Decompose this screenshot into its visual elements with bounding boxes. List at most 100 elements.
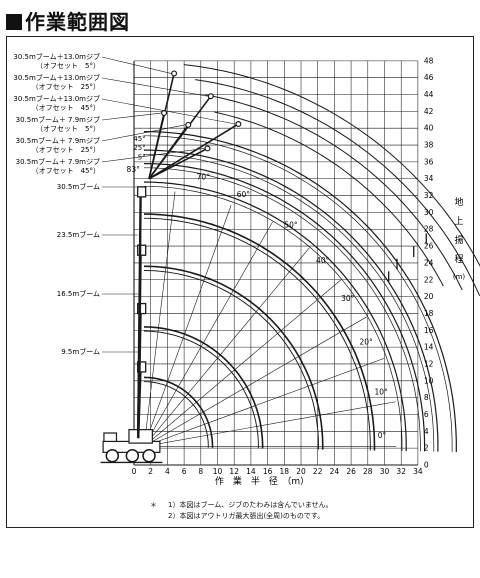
x-tick-label: 28 (363, 467, 373, 476)
angle-ray (143, 401, 396, 447)
boom-leader (101, 77, 208, 97)
boom-label: 30.5mブーム＋ 7.9mジブ (16, 115, 100, 124)
jib-arc (195, 79, 480, 297)
jib (148, 123, 239, 180)
range-arc (144, 131, 457, 452)
y-tick-label: 46 (424, 73, 434, 82)
y-tick-label: 0 (424, 461, 429, 470)
angle-label: 10° (375, 387, 389, 396)
range-arc-inner (143, 381, 209, 448)
y-tick-label: 24 (424, 258, 434, 267)
boom (136, 188, 142, 439)
angle-labels: 0° 10° 20° 30° 40° 50° 60° 70° 83° 45°25°5° (127, 135, 389, 440)
angle-ray (143, 221, 273, 447)
range-arc (144, 149, 439, 452)
y-axis-label: 地 上 揚 程 (m) (453, 196, 466, 281)
angle-label: 83° (127, 165, 141, 174)
boom-label-offset: （オフセット 25°） (32, 83, 100, 91)
offset-label: 25° (133, 144, 145, 152)
range-arc (144, 163, 426, 452)
y-tick-label: 4 (424, 427, 429, 436)
x-tick-label: 32 (396, 467, 406, 476)
y-tick-labels: 0246810121416182022242628303234363840424… (424, 56, 434, 469)
range-arc-inner (144, 270, 319, 450)
y-tick-label: 44 (424, 90, 434, 99)
y-tick-label: 28 (424, 225, 434, 234)
y-tick-label: 16 (424, 326, 434, 335)
offset-label: 45° (133, 135, 145, 143)
range-arcs (143, 64, 480, 452)
x-tick-label: 14 (246, 467, 256, 476)
range-arc-inner (144, 153, 435, 452)
jib (148, 147, 208, 180)
boom-label: 9.5mブーム (61, 347, 100, 356)
x-tick-label: 30 (380, 467, 390, 476)
range-arc (144, 376, 214, 448)
boom-leader (101, 148, 205, 163)
x-tick-label: 2 (148, 467, 153, 476)
boom-leader (101, 124, 186, 142)
y-tick-label: 34 (424, 174, 434, 183)
x-tick-label: 10 (213, 467, 223, 476)
boom-head (137, 302, 147, 315)
boom-label-offset: （オフセット 25°） (32, 146, 100, 154)
y-tick-label: 40 (424, 124, 434, 133)
range-arc (144, 326, 264, 449)
x-tick-label: 12 (229, 467, 239, 476)
notes: ＊ 1）本図はブーム、ジブのたわみは含んでいません。 2）本図はアウトリガ最大張… (150, 500, 333, 522)
boom-label: 30.5mブーム＋ 7.9mジブ (16, 157, 100, 166)
crane-wheel (105, 448, 120, 463)
boom-label-offset: （オフセット 45°） (32, 104, 100, 112)
x-tick-label: 0 (132, 467, 137, 476)
boom-leader (101, 56, 172, 74)
jib-tip (207, 93, 214, 100)
y-tick-label: 18 (424, 309, 434, 318)
jib (148, 124, 189, 180)
boom-head (137, 244, 147, 256)
angle-ray (143, 247, 310, 447)
x-tick-label: 22 (313, 467, 323, 476)
boom-label-offset: （オフセット 5°） (36, 62, 100, 70)
boom-label: 30.5mブーム＋13.0mジブ (13, 52, 100, 61)
offset-label: 5° (138, 153, 146, 161)
x-tick-label: 8 (198, 467, 203, 476)
boom-leader (101, 112, 162, 121)
jib-tip (161, 110, 168, 117)
angle-label: 50° (284, 221, 298, 230)
angle-ray (143, 358, 385, 447)
y-tick-label: 30 (424, 208, 434, 217)
x-tick-label: 16 (263, 467, 273, 476)
x-tick-label: 24 (330, 467, 340, 476)
y-tick-label: 20 (424, 292, 434, 301)
boom-label: 30.5mブーム＋13.0mジブ (13, 73, 100, 82)
angle-ray (143, 316, 367, 447)
y-tick-label: 6 (424, 410, 429, 419)
y-tick-label: 14 (424, 343, 434, 352)
y-tick-label: 42 (424, 107, 434, 116)
boom-label-offset: （オフセット 45°） (32, 167, 100, 175)
y-tick-label: 38 (424, 141, 434, 150)
y-tick-label: 8 (424, 393, 429, 402)
x-tick-label: 18 (280, 467, 290, 476)
jib-tip (185, 121, 192, 128)
angle-label: 30° (341, 294, 355, 303)
angle-label: 0° (378, 431, 387, 440)
boom-leader (101, 98, 236, 125)
range-arc-inner (144, 185, 403, 451)
boom-label: 30.5mブーム＋ 7.9mジブ (16, 136, 100, 145)
jib-arc (183, 64, 480, 267)
crane-cab (103, 432, 118, 443)
y-tick-label: 48 (424, 56, 434, 65)
range-arc (144, 181, 407, 452)
page-title: 作業範囲図 (6, 6, 130, 35)
notes-bullet: ＊ (150, 501, 157, 509)
crane-drawing (100, 70, 242, 464)
boom-head (137, 361, 147, 373)
y-tick-label: 22 (424, 275, 434, 284)
y-tick-label: 26 (424, 242, 434, 251)
boom-head (137, 186, 147, 198)
title-text: 作業範囲図 (25, 10, 130, 34)
jib (148, 112, 165, 179)
y-tick-label: 32 (424, 191, 434, 200)
